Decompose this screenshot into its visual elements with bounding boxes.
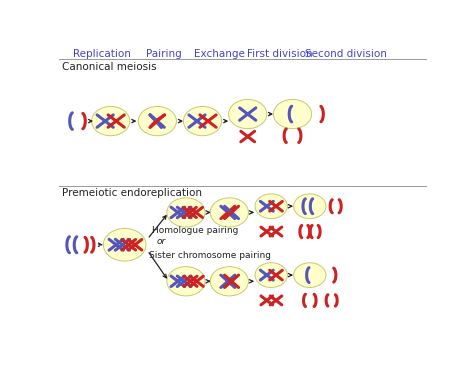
Text: Homologue pairing: Homologue pairing	[152, 226, 238, 235]
Circle shape	[210, 198, 248, 227]
Text: First division: First division	[247, 49, 312, 59]
Circle shape	[103, 228, 146, 261]
Circle shape	[273, 99, 311, 129]
Circle shape	[138, 107, 176, 136]
Text: Canonical meiosis: Canonical meiosis	[62, 62, 157, 72]
Text: or: or	[156, 238, 166, 246]
Circle shape	[228, 99, 267, 129]
Circle shape	[183, 107, 222, 136]
Text: Second division: Second division	[305, 49, 387, 59]
Text: Sister chromosome pairing: Sister chromosome pairing	[149, 251, 271, 260]
Text: Exchange: Exchange	[193, 49, 245, 59]
Circle shape	[293, 263, 326, 288]
Circle shape	[255, 194, 287, 219]
Circle shape	[210, 267, 248, 296]
Circle shape	[91, 107, 130, 136]
Text: Premeiotic endoreplication: Premeiotic endoreplication	[62, 188, 202, 198]
Circle shape	[255, 263, 287, 288]
Circle shape	[167, 267, 205, 296]
Text: Pairing: Pairing	[146, 49, 182, 59]
Text: Replication: Replication	[73, 49, 130, 59]
Circle shape	[167, 198, 205, 227]
Circle shape	[293, 194, 326, 219]
